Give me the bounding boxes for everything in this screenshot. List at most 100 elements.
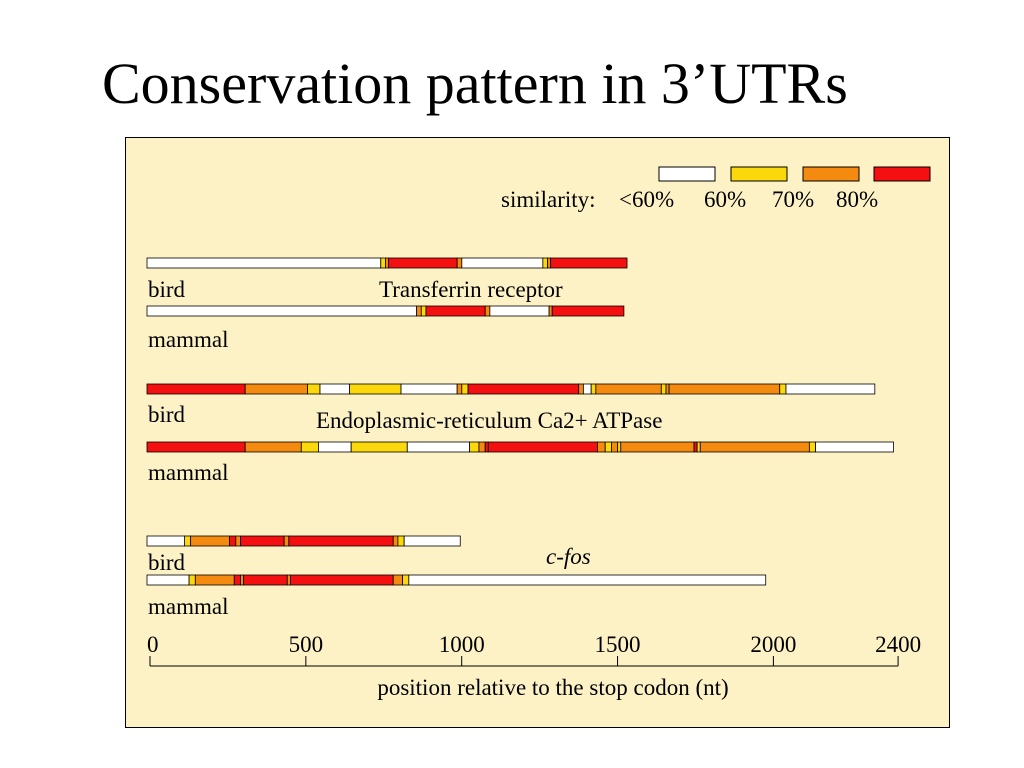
species-label: mammal <box>148 594 228 619</box>
axis-tick-label: 1000 <box>439 632 485 657</box>
similarity-segment <box>184 535 192 547</box>
axis-tick-label: 2000 <box>750 632 796 657</box>
legend-swatch <box>802 166 860 182</box>
similarity-segment <box>406 441 471 453</box>
similarity-segment <box>815 441 894 453</box>
legend-swatch <box>658 166 716 182</box>
similarity-segment <box>489 305 550 317</box>
utr-track-bird <box>146 535 461 547</box>
similarity-segment <box>300 441 319 453</box>
similarity-segment <box>699 441 810 453</box>
similarity-segment <box>397 535 405 547</box>
similarity-segment <box>402 574 410 586</box>
position-axis: 0 500 1000 1500 2000 2400 position relative to… <box>147 632 921 700</box>
similarity-segment <box>469 441 480 453</box>
similarity-segment <box>542 257 548 269</box>
similarity-segment <box>235 535 241 547</box>
similarity-segment <box>590 383 597 395</box>
similarity-segment <box>307 383 321 395</box>
similarity-segment <box>244 441 302 453</box>
legend-item-label: 60% <box>704 187 746 212</box>
similarity-segment <box>550 257 628 269</box>
legend-swatch <box>730 166 788 182</box>
gene-group: bird mammal Transferrin receptor <box>146 257 628 352</box>
similarity-segment <box>461 257 544 269</box>
similarity-segment <box>582 383 592 395</box>
similarity-segment <box>319 383 351 395</box>
similarity-segment <box>416 305 422 317</box>
similarity-segment <box>289 574 394 586</box>
similarity-segment <box>385 257 389 269</box>
similarity-segment <box>188 574 196 586</box>
species-label: mammal <box>148 460 228 485</box>
similarity-segment <box>693 441 698 453</box>
similarity-segment <box>318 441 352 453</box>
species-label: bird <box>148 550 186 575</box>
gene-name: c-fos <box>546 544 591 569</box>
similarity-segment <box>286 574 291 586</box>
similarity-segment <box>240 574 245 586</box>
legend-item-label: 70% <box>772 187 814 212</box>
species-label: bird <box>148 402 186 427</box>
utr-tracks: bird mammal Transferrin receptor bird mammal… <box>146 257 894 619</box>
axis-tick-label: 2400 <box>875 632 921 657</box>
similarity-segment <box>420 305 427 317</box>
similarity-segment <box>190 535 231 547</box>
similarity-segment <box>665 383 670 395</box>
similarity-segment <box>604 441 612 453</box>
figure-panel: similarity: <60% 60% 70% 80% bird mammal Trans… <box>125 137 950 728</box>
species-label: bird <box>148 277 186 302</box>
gene-name: Transferrin receptor <box>379 277 563 302</box>
similarity-segment <box>349 383 402 395</box>
legend-item-label: <60% <box>619 187 674 212</box>
slide-title: Conservation pattern in 3’UTRs <box>102 51 848 116</box>
similarity-segment <box>779 383 787 395</box>
similarity-segment <box>487 441 598 453</box>
similarity-segment <box>244 383 308 395</box>
utr-track-mammal <box>146 574 767 586</box>
similarity-segment <box>408 574 767 586</box>
similarity-segment <box>595 383 662 395</box>
legend-item-label: 80% <box>836 187 878 212</box>
legend-swatch <box>873 166 931 182</box>
similarity-segment <box>484 441 489 453</box>
similarity-segment <box>392 574 403 586</box>
similarity-segment <box>283 535 290 547</box>
similarity-segment <box>388 257 458 269</box>
similarity-segment <box>146 257 382 269</box>
utr-track-bird <box>146 383 876 395</box>
conservation-figure: similarity: <60% 60% 70% 80% bird mammal Trans… <box>146 166 931 700</box>
similarity-segment <box>146 535 185 547</box>
similarity-segment <box>484 305 491 317</box>
similarity-segment <box>547 257 552 269</box>
axis-tick-label: 0 <box>147 632 159 657</box>
axis-tick-label: 1500 <box>595 632 641 657</box>
similarity-segment <box>194 574 235 586</box>
utr-track-bird <box>146 257 628 269</box>
similarity-segment <box>146 305 418 317</box>
legend-label: similarity: <box>501 187 596 212</box>
similarity-segment <box>696 441 701 453</box>
similarity-segment <box>611 441 619 453</box>
axis-label: position relative to the stop codon (nt) <box>377 675 728 700</box>
utr-track-mammal <box>146 441 894 453</box>
similarity-segment <box>548 305 553 317</box>
similarity-segment <box>146 574 190 586</box>
similarity-segment <box>461 383 469 395</box>
similarity-segment <box>551 305 625 317</box>
similarity-segment <box>456 257 463 269</box>
gene-group: bird mammal c-fos <box>146 535 767 619</box>
similarity-segment <box>229 535 237 547</box>
similarity-segment <box>288 535 394 547</box>
species-label: mammal <box>148 327 228 352</box>
similarity-segment <box>403 535 461 547</box>
axis-tick-label: 500 <box>289 632 324 657</box>
similarity-segment <box>668 383 781 395</box>
similarity-segment <box>456 383 463 395</box>
similarity-segment <box>660 383 667 395</box>
similarity-segment <box>400 383 458 395</box>
similarity-segment <box>380 257 386 269</box>
utr-track-mammal <box>146 305 625 317</box>
similarity-segment <box>478 441 486 453</box>
similarity-legend: similarity: <60% 60% 70% 80% <box>501 166 931 212</box>
